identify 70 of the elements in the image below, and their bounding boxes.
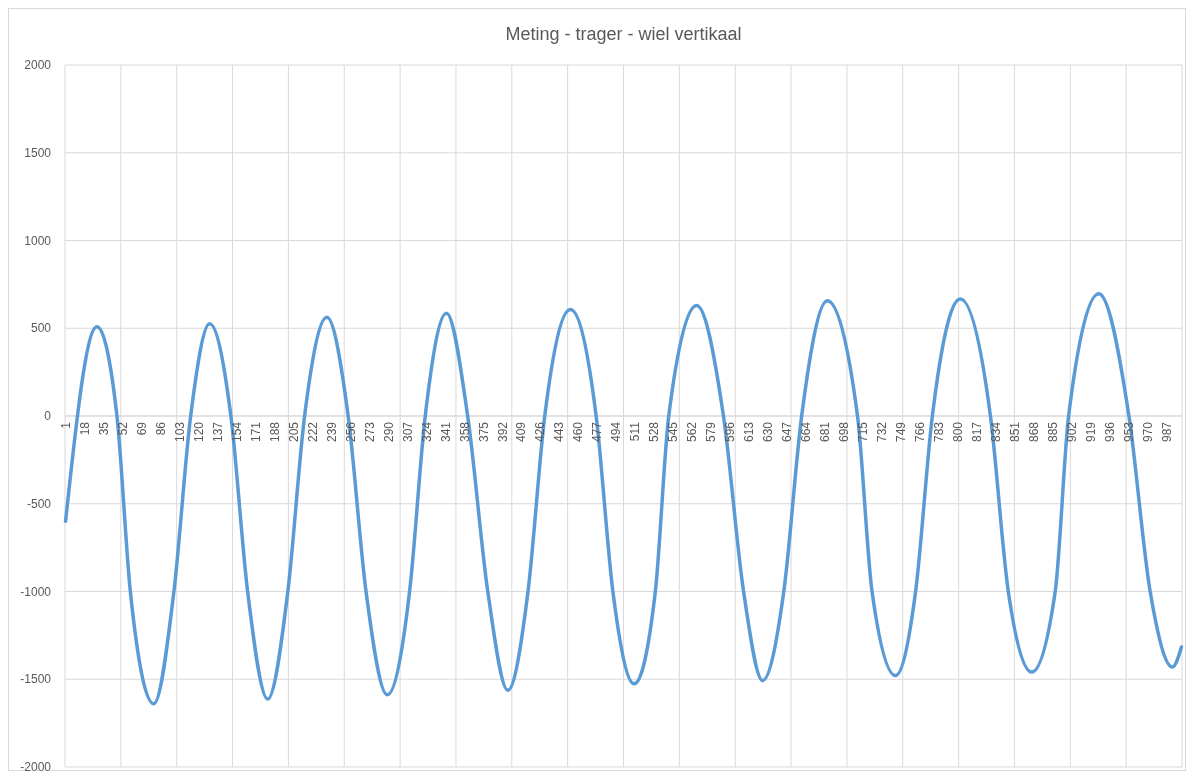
x-tick-label: 494 (609, 421, 624, 443)
x-tick-label: 732 (875, 421, 890, 443)
x-tick-label: 154 (229, 421, 244, 443)
x-tick-label: 698 (837, 421, 852, 443)
line-series (63, 292, 1184, 706)
x-tick-label: 426 (533, 421, 548, 443)
x-tick-label: 749 (894, 421, 909, 443)
x-tick-label: 35 (96, 421, 111, 436)
x-tick-label: 817 (970, 421, 985, 443)
x-tick-label: 545 (666, 421, 681, 443)
x-tick-label: 851 (1008, 421, 1023, 443)
y-tick-label: 1000 (24, 233, 52, 248)
x-tick-label: 392 (495, 421, 510, 443)
x-tick-label: 613 (742, 421, 757, 443)
x-tick-label: 715 (856, 421, 871, 443)
x-tick-label: 681 (818, 421, 833, 443)
x-tick-label: 868 (1027, 421, 1042, 443)
x-tick-label: 528 (647, 421, 662, 443)
x-tick-label: 460 (571, 421, 586, 443)
x-tick-label: 120 (191, 421, 206, 443)
x-tick-label: 188 (267, 421, 282, 443)
y-tick-label: 0 (44, 409, 52, 424)
x-tick-label: 953 (1122, 421, 1137, 443)
x-tick-label: 919 (1084, 421, 1099, 443)
x-tick-label: 137 (210, 421, 225, 443)
x-tick-label: 290 (381, 421, 396, 443)
x-tick-label: 885 (1046, 421, 1061, 443)
x-tick-label: 630 (761, 421, 776, 443)
x-tick-label: 443 (552, 421, 567, 443)
x-tick-label: 307 (400, 421, 415, 443)
x-tick-label: 1 (58, 421, 73, 429)
x-tick-label: 239 (324, 421, 339, 443)
y-tick-label: 2000 (24, 58, 52, 73)
x-tick-label: 86 (153, 421, 168, 436)
x-tick-label: 477 (590, 421, 605, 443)
x-tick-label: 766 (913, 421, 928, 443)
x-tick-label: 562 (685, 421, 700, 443)
x-tick-label: 222 (305, 421, 320, 443)
x-tick-label: 783 (932, 421, 947, 443)
x-tick-label: 987 (1160, 421, 1175, 443)
x-tick-label: 273 (362, 421, 377, 443)
x-tick-label: 511 (628, 421, 643, 442)
y-tick-label: 500 (30, 321, 52, 336)
x-tick-label: 205 (286, 421, 301, 443)
x-tick-label: 664 (799, 421, 814, 443)
y-tick-label: 1500 (24, 145, 52, 160)
y-tick-label: -1000 (20, 584, 52, 599)
x-tick-label: 596 (723, 421, 738, 443)
x-tick-label: 52 (115, 421, 130, 436)
x-tick-label: 970 (1141, 421, 1156, 443)
y-tick-label: -500 (26, 496, 52, 511)
x-tick-label: 375 (476, 421, 491, 443)
x-tick-label: 800 (951, 421, 966, 443)
x-tick-label: 324 (419, 421, 434, 443)
x-tick-label: 69 (134, 421, 149, 436)
x-tick-label: 341 (438, 421, 453, 443)
x-tick-label: 647 (780, 421, 795, 443)
x-tick-label: 256 (343, 421, 358, 443)
x-tick-label: 902 (1065, 421, 1080, 443)
x-tick-label: 171 (248, 421, 263, 443)
y-tick-label: -2000 (20, 760, 52, 775)
x-tick-label: 358 (457, 421, 472, 443)
x-tick-label: 18 (77, 421, 92, 436)
chart-title: Meting - trager - wiel vertikaal (505, 24, 742, 44)
x-tick-label: 834 (989, 421, 1004, 443)
x-tick-label: 579 (704, 421, 719, 443)
x-tick-label: 409 (514, 421, 529, 443)
x-tick-label: 103 (172, 421, 187, 443)
y-tick-label: -1500 (20, 672, 52, 687)
x-tick-label: 936 (1103, 421, 1118, 443)
